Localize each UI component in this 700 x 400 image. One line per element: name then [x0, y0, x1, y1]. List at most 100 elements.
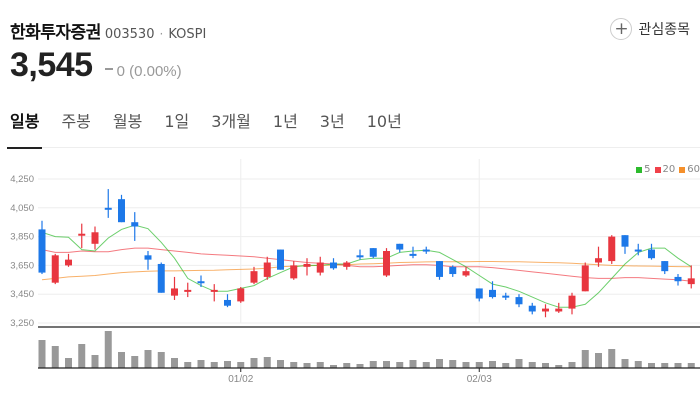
volume-bar [568, 362, 576, 368]
y-tick-label: 3,850 [10, 232, 34, 243]
candle-up [555, 308, 563, 312]
candle-up [581, 265, 589, 292]
volume-bar [343, 363, 351, 368]
stock-code: 003530 [104, 27, 155, 42]
candle-down [528, 305, 536, 312]
price-change-value: 0 (0.00%) [116, 63, 182, 80]
volume-bar [581, 350, 589, 368]
tab-daily[interactable]: 일봉 [10, 112, 40, 131]
volume-bar [449, 360, 457, 368]
volume-bar [78, 344, 86, 368]
add-watchlist-button[interactable]: + 관심종목 [610, 18, 690, 40]
plus-circle-icon: + [610, 18, 633, 40]
y-tick-label: 3,450 [10, 289, 34, 300]
candle-up [250, 271, 258, 283]
volume-bar [316, 362, 324, 368]
stock-name: 한화투자증권 [10, 23, 101, 43]
candle-down [674, 276, 682, 282]
volume-bar [356, 364, 364, 368]
volume-bar [409, 360, 417, 368]
volume-bar [144, 350, 152, 368]
ma5-swatch-icon [636, 166, 643, 173]
candle-up [65, 259, 72, 266]
x-tick-label: 01/02 [228, 374, 253, 385]
volume-bar [515, 359, 523, 368]
volume-bar [489, 361, 496, 368]
tab-monthly[interactable]: 월봉 [112, 112, 143, 131]
candle-down [330, 262, 337, 269]
volume-bar [369, 361, 377, 368]
candle-down [224, 299, 231, 306]
market-label: KOSPI [168, 27, 207, 42]
candle-up [91, 232, 99, 244]
candle-down [369, 248, 377, 257]
candle-down [197, 281, 205, 284]
volume-bar [674, 363, 682, 368]
volume-bar [197, 360, 205, 368]
candle-up [290, 265, 298, 279]
candle-down [661, 261, 669, 272]
x-tick-label: 02/03 [467, 374, 492, 385]
volume-bar [687, 363, 695, 368]
candle-down [131, 222, 139, 227]
volume-bar [118, 352, 125, 368]
candle-up [316, 262, 324, 273]
tab-1day[interactable]: 1일 [164, 112, 190, 131]
tab-weekly[interactable]: 주봉 [61, 112, 91, 131]
volume-bar [131, 356, 139, 368]
volume-bar [648, 363, 655, 368]
candle-down [38, 229, 46, 273]
candle-up [171, 288, 178, 296]
candle-up [568, 295, 576, 309]
y-tick-label: 4,050 [10, 203, 34, 214]
candle-up [462, 271, 470, 276]
period-tabs: 일봉 주봉 월봉 1일 3개월 1년 3년 10년 [10, 108, 424, 142]
candle-down [502, 295, 510, 298]
candle-down [475, 288, 483, 299]
ma5-line [41, 224, 692, 308]
volume-bar [555, 365, 563, 368]
candle-up [237, 288, 245, 302]
legend-ma5: 5 [636, 164, 651, 175]
candle-up [383, 251, 390, 276]
candle-down [396, 243, 404, 250]
candle-up [51, 255, 59, 283]
volume-bar [422, 362, 430, 368]
y-tick-label: 3,650 [10, 260, 34, 271]
candle-up [687, 278, 695, 285]
volume-bar [542, 363, 549, 368]
y-tick-label: 4,250 [10, 174, 34, 185]
ma60-line [41, 261, 692, 281]
volume-bar [621, 359, 629, 368]
candle-up [210, 289, 218, 292]
tab-10years[interactable]: 10년 [366, 112, 402, 131]
tab-1year[interactable]: 1년 [272, 112, 298, 131]
volume-bar [91, 355, 99, 368]
legend-ma60: 60 [679, 164, 700, 175]
volume-bar [595, 353, 602, 368]
volume-bar [184, 362, 192, 368]
candle-up [184, 289, 192, 292]
volume-bar [250, 358, 258, 368]
candle-up [608, 236, 616, 262]
candle-down [449, 266, 457, 275]
candle-up [595, 258, 602, 263]
tab-3months[interactable]: 3개월 [211, 112, 251, 131]
ma60-swatch-icon [679, 166, 686, 173]
candle-down [648, 249, 655, 259]
tab-3years[interactable]: 3년 [319, 112, 345, 131]
volume-bar [224, 361, 231, 368]
flat-change-icon [104, 68, 113, 71]
volume-bar [528, 362, 536, 368]
volume-bar [38, 340, 46, 368]
ma20-swatch-icon [654, 166, 661, 173]
volume-bar [608, 349, 616, 368]
volume-bar [383, 361, 390, 368]
volume-bar [277, 360, 284, 368]
volume-bar [502, 363, 510, 368]
volume-bar [210, 362, 218, 368]
candle-down [634, 249, 642, 252]
volume-bar [290, 362, 298, 368]
separator-dot: · [159, 27, 164, 41]
